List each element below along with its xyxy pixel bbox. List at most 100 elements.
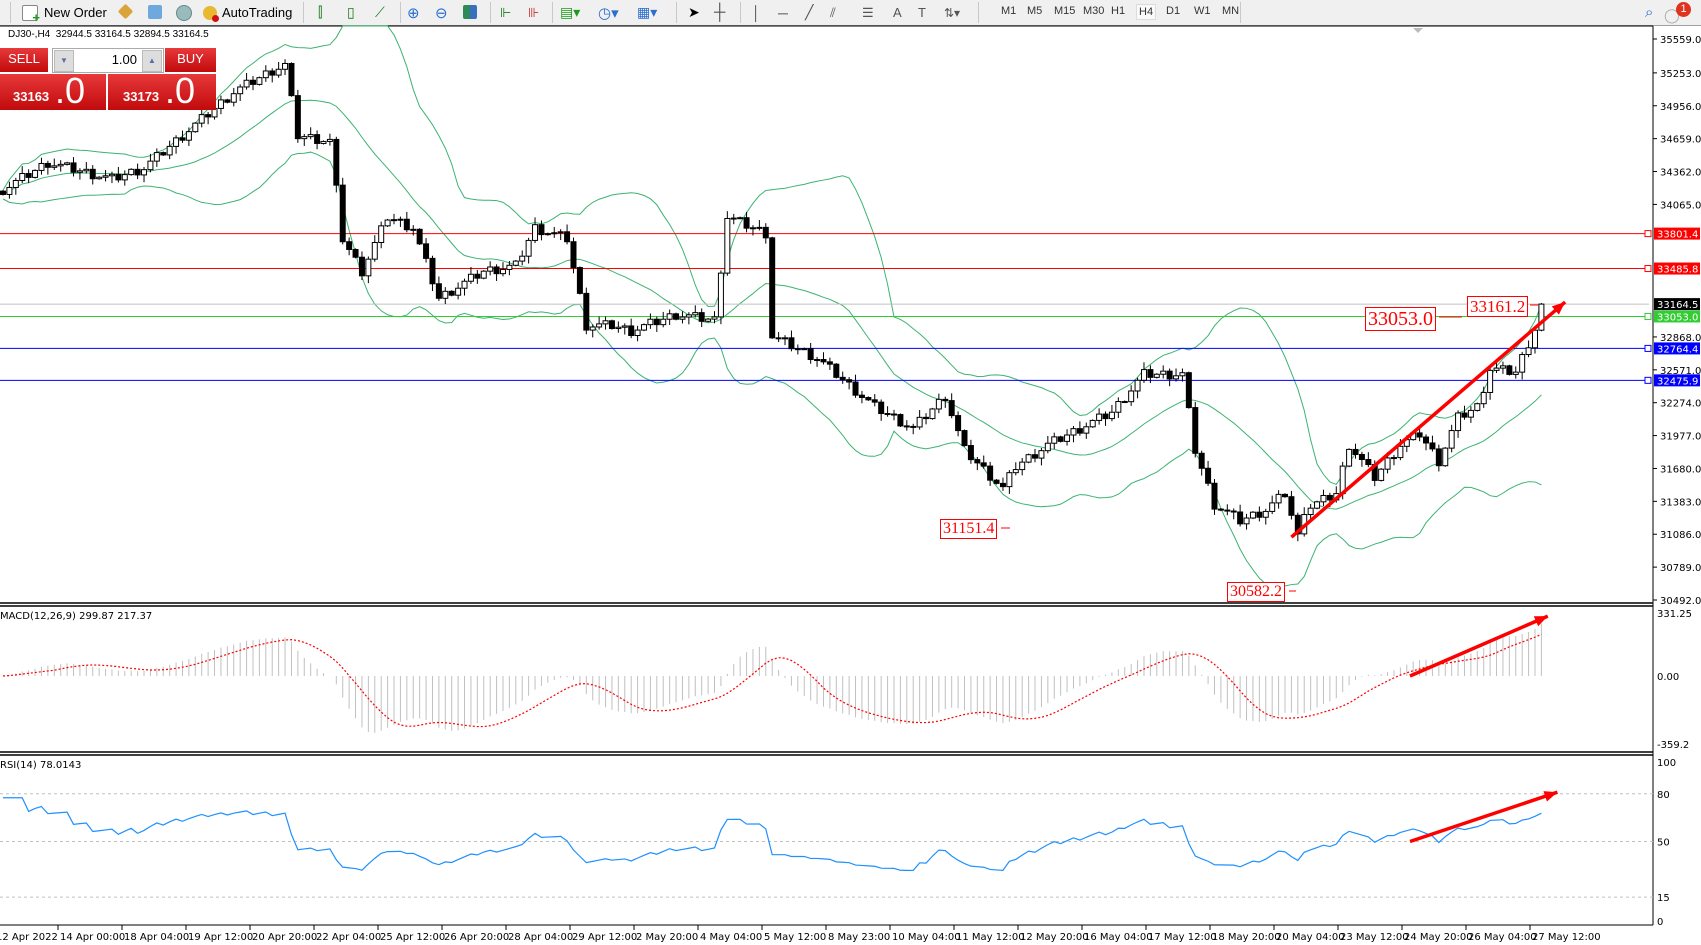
trendline-icon[interactable]: ╱ bbox=[805, 4, 814, 20]
timeframe-d1[interactable]: D1 bbox=[1166, 5, 1181, 17]
templates-icon[interactable]: ▦▾ bbox=[637, 4, 658, 20]
text-icon[interactable]: A bbox=[893, 5, 902, 20]
lot-size-input[interactable]: ▼ 1.00 ▲ bbox=[52, 48, 164, 73]
candle-body bbox=[1493, 367, 1500, 371]
price-annotation[interactable]: 33053.0 bbox=[1365, 307, 1436, 331]
horizontal-line-icon[interactable]: ─ bbox=[778, 4, 788, 21]
sell-price-button[interactable]: 33163 .0 bbox=[0, 70, 106, 111]
candle bbox=[551, 226, 558, 238]
candle bbox=[1153, 373, 1160, 379]
data-window-icon[interactable] bbox=[148, 5, 162, 19]
timeframe-h1[interactable]: H1 bbox=[1111, 5, 1126, 17]
navigator-icon[interactable] bbox=[176, 5, 192, 21]
candle bbox=[685, 312, 692, 325]
bar-chart-icon[interactable]: ⫿ bbox=[318, 4, 323, 20]
price-tick-label: 31383.0 bbox=[1660, 497, 1701, 508]
text-label-icon[interactable]: T bbox=[918, 5, 926, 20]
candle-body bbox=[1461, 412, 1468, 418]
candle-body bbox=[512, 260, 519, 266]
price-annotation[interactable]: 30582.2 bbox=[1227, 582, 1285, 602]
candle-body bbox=[25, 173, 32, 178]
candle-body bbox=[275, 68, 282, 76]
timeframe-m15[interactable]: M15 bbox=[1054, 5, 1076, 17]
candle-body bbox=[775, 337, 782, 340]
candle-body bbox=[942, 398, 949, 402]
toolbar-divider bbox=[552, 2, 553, 23]
auto-scroll-icon[interactable]: ⊩ bbox=[500, 4, 512, 20]
candle-body bbox=[634, 329, 641, 336]
search-icon[interactable]: ⌕ bbox=[1645, 4, 1654, 21]
candle-body bbox=[1070, 428, 1077, 436]
time-tick-label: 14 Apr 00:00 bbox=[60, 932, 125, 943]
candle-body bbox=[910, 425, 917, 428]
candle-body bbox=[6, 186, 13, 195]
chart-shift-icon[interactable]: ⊪ bbox=[528, 4, 540, 20]
zoom-in-icon[interactable]: ⊕ bbox=[407, 4, 420, 22]
candle bbox=[1423, 434, 1430, 451]
candlestick-icon[interactable]: ▯ bbox=[347, 4, 355, 20]
new-order-button[interactable]: + New Order bbox=[22, 3, 107, 24]
timeframe-h4[interactable]: H4 bbox=[1136, 4, 1157, 20]
candle bbox=[814, 356, 821, 367]
zoom-out-icon[interactable]: ⊖ bbox=[435, 4, 448, 22]
candle bbox=[397, 216, 404, 227]
candle bbox=[1140, 362, 1147, 383]
candle-body bbox=[1140, 369, 1147, 381]
candle bbox=[51, 158, 58, 170]
fibonacci-icon[interactable]: ☰ bbox=[862, 4, 874, 20]
candle-body bbox=[1179, 372, 1186, 377]
candle bbox=[371, 235, 378, 262]
candle bbox=[179, 130, 186, 143]
timeframe-w1[interactable]: W1 bbox=[1194, 5, 1211, 17]
candle bbox=[1134, 377, 1141, 399]
price-line-label: 33801.4 bbox=[1657, 230, 1698, 241]
notification-badge[interactable]: 1 bbox=[1676, 2, 1691, 17]
candle bbox=[57, 160, 64, 172]
timeframe-mn[interactable]: MN bbox=[1222, 5, 1240, 17]
lot-increase-button[interactable]: ▲ bbox=[142, 50, 162, 72]
autotrading-button[interactable]: AutoTrading bbox=[203, 3, 292, 22]
tile-windows-icon[interactable] bbox=[463, 5, 477, 19]
indicators-icon[interactable]: ▤▾ bbox=[560, 4, 581, 20]
candle bbox=[391, 213, 398, 225]
candle-body bbox=[756, 226, 763, 229]
timeframe-m30[interactable]: M30 bbox=[1083, 5, 1105, 17]
candle-body bbox=[1538, 303, 1545, 331]
price-annotation[interactable]: 33161.2 bbox=[1467, 296, 1529, 317]
cursor-icon[interactable]: ➤ bbox=[688, 4, 700, 20]
line-chart-icon[interactable]: ⟋ bbox=[375, 4, 385, 20]
candle bbox=[44, 160, 51, 175]
candle bbox=[1121, 400, 1128, 404]
arrows-icon[interactable]: ⇅▾ bbox=[944, 5, 961, 20]
sell-button[interactable]: SELL bbox=[0, 48, 48, 72]
time-tick-label: 24 May 20:00 bbox=[1404, 932, 1473, 943]
candle bbox=[89, 165, 96, 185]
timeframe-m1[interactable]: M1 bbox=[1001, 5, 1017, 17]
candle bbox=[1365, 452, 1372, 468]
candle-body bbox=[923, 416, 930, 420]
crosshair-icon[interactable]: ┼ bbox=[714, 3, 726, 21]
candle-body bbox=[185, 131, 192, 141]
notification-icon[interactable]: ◯ bbox=[1664, 7, 1680, 23]
price-annotation[interactable]: 31151.4 bbox=[940, 519, 998, 539]
candle-body bbox=[269, 70, 276, 76]
buy-price-button[interactable]: 33173 .0 bbox=[108, 70, 216, 111]
buy-button[interactable]: BUY bbox=[165, 48, 216, 72]
macd-label: MACD(12,26,9) 299.87 217.37 bbox=[0, 611, 152, 622]
candle-body bbox=[499, 268, 506, 275]
candle bbox=[0, 190, 6, 196]
equidistant-channel-icon[interactable]: ⫽ bbox=[830, 4, 836, 20]
candle bbox=[1429, 435, 1436, 452]
candle bbox=[96, 176, 103, 180]
periods-icon[interactable]: ◷▾ bbox=[598, 4, 619, 22]
candle-body bbox=[1384, 457, 1391, 470]
timeframe-m5[interactable]: M5 bbox=[1027, 5, 1043, 17]
vertical-line-icon[interactable]: │ bbox=[752, 4, 761, 21]
macd-trend-arrow-head bbox=[1533, 616, 1548, 627]
lot-decrease-button[interactable]: ▼ bbox=[54, 50, 74, 72]
candle-body bbox=[1390, 457, 1397, 460]
candle-body bbox=[1249, 511, 1256, 519]
time-tick-label: 19 Apr 12:00 bbox=[188, 932, 253, 943]
time-tick-label: 18 Apr 04:00 bbox=[124, 932, 189, 943]
